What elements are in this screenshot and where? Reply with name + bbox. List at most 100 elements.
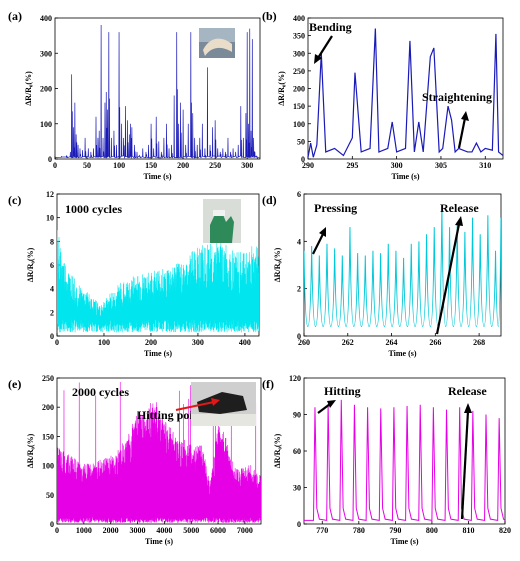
y-tick-label: 6	[297, 190, 301, 199]
x-tick-label: 100	[113, 161, 125, 170]
y-axis-label: ΔR/R₀(%)	[26, 247, 35, 282]
x-tick-label: 290	[302, 161, 314, 170]
x-tick-label: 780	[353, 526, 365, 535]
x-tick-label: 810	[462, 526, 474, 535]
annotation-cycles: 1000 cycles	[65, 202, 122, 216]
series-line	[57, 230, 259, 333]
panel-a: 0 50 100 150 200 250 300 0 100 200 300 400 Time (s) Δ…	[8, 9, 261, 181]
arrow	[317, 403, 331, 414]
x-tick-label: 200	[145, 338, 157, 347]
series-line	[55, 25, 260, 159]
y-tick-label: 0	[297, 520, 301, 529]
arrow-head	[461, 111, 469, 121]
x-tick-label: 770	[316, 526, 328, 535]
y-tick-label: 12	[46, 190, 54, 199]
arrow-head	[314, 54, 322, 64]
x-tick-label: 200	[177, 161, 189, 170]
inset-photo	[199, 28, 235, 58]
y-axis-label: ΔR/R₀(%)	[24, 71, 33, 106]
x-tick-label: 300	[192, 338, 204, 347]
y-tick-label: 0	[50, 520, 54, 529]
y-tick-label: 120	[289, 374, 301, 383]
y-tick-label: 0	[301, 155, 305, 164]
x-tick-label: 100	[98, 338, 110, 347]
panel-f: 770 780 790 800 810 820 0 30 60 90 120 Time (s) ΔR/R…	[262, 374, 511, 546]
arrow	[317, 35, 333, 59]
x-axis-label: Time (s)	[145, 537, 173, 546]
y-tick-label: 200	[40, 85, 52, 94]
series-line	[57, 382, 261, 523]
arrow-head	[319, 227, 326, 237]
x-tick-label: 820	[499, 526, 511, 535]
y-tick-label: 10	[46, 214, 54, 223]
panel-label: (c)	[8, 193, 21, 207]
x-axis-label: Time (s)	[388, 349, 416, 358]
annotation-pressing: Pressing	[314, 201, 357, 215]
annotation-release: Release	[448, 384, 487, 398]
arrow	[435, 223, 461, 335]
series-line	[304, 205, 501, 328]
y-axis-label: ΔR/R₀(%)	[26, 433, 35, 468]
y-tick-label: 400	[293, 14, 305, 23]
y-axis-label: ΔR/R₀(%)	[273, 247, 282, 282]
plot-frame	[56, 377, 262, 525]
x-tick-label: 310	[479, 161, 491, 170]
arrow-head	[455, 216, 463, 226]
y-tick-label: 90	[293, 411, 301, 420]
arrow-head	[327, 400, 336, 408]
x-axis-label: Time (s)	[391, 172, 419, 181]
y-tick-label: 100	[42, 462, 54, 471]
series-line	[304, 399, 505, 521]
y-tick-label: 100	[293, 120, 305, 129]
annotation-hitting: Hitting	[324, 384, 361, 398]
x-tick-label: 1000	[76, 526, 92, 535]
y-tick-label: 4	[297, 237, 301, 246]
panel-label: (e)	[8, 377, 21, 391]
y-tick-label: 400	[40, 14, 52, 23]
y-tick-label: 200	[293, 85, 305, 94]
arrow-head	[211, 398, 220, 406]
panel-label: (a)	[8, 9, 22, 23]
arrow	[460, 410, 470, 520]
y-tick-label: 150	[293, 102, 305, 111]
y-tick-label: 8	[50, 237, 54, 246]
panel-label: (d)	[262, 193, 277, 207]
x-tick-label: 0	[53, 161, 57, 170]
annotation-straightening: Straightening	[422, 90, 492, 104]
x-tick-label: 2000	[103, 526, 119, 535]
y-tick-label: 300	[40, 49, 52, 58]
y-tick-label: 6	[50, 261, 54, 270]
y-tick-label: 250	[42, 374, 54, 383]
y-tick-label: 0	[297, 332, 301, 341]
x-tick-label: 250	[209, 161, 221, 170]
y-tick-label: 350	[293, 32, 305, 41]
x-tick-label: 262	[342, 338, 354, 347]
arrow-head	[464, 403, 472, 413]
x-axis-label: Time (s)	[144, 349, 172, 358]
x-tick-label: 305	[435, 161, 447, 170]
y-tick-label: 0	[50, 332, 54, 341]
panel-label: (f)	[262, 377, 274, 391]
y-tick-label: 2	[50, 308, 54, 317]
y-tick-label: 50	[297, 137, 305, 146]
y-tick-label: 0	[48, 155, 52, 164]
y-tick-label: 50	[46, 491, 54, 500]
x-tick-label: 400	[239, 338, 251, 347]
x-tick-label: 300	[241, 161, 253, 170]
y-axis-label: ΔR/R₀(%)	[273, 433, 282, 468]
y-tick-label: 2	[297, 285, 301, 294]
panel-label: (b)	[262, 9, 277, 23]
x-tick-label: 800	[426, 526, 438, 535]
x-tick-label: 790	[389, 526, 401, 535]
y-tick-label: 30	[293, 484, 301, 493]
x-tick-label: 300	[391, 161, 403, 170]
x-tick-label: 150	[145, 161, 157, 170]
annotation-cycles: 2000 cycles	[72, 385, 129, 399]
y-axis-label: ΔR/R₀(%)	[277, 71, 286, 106]
panel-b: 290 295 300 305 310 0 50 100 150 200 250 300 350 400 T…	[262, 9, 504, 181]
arrow	[457, 117, 467, 149]
annotation-bending: Bending	[309, 20, 352, 34]
panel-d: 260 262 264 266 268 0 2 4 6 Time (s) ΔR/R₀(%) (d) Pr…	[262, 190, 502, 358]
panel-e: 0 1000 2000 3000 4000 5000 6000 7000 0 50 100 150 20…	[8, 374, 262, 546]
x-tick-label: 3000	[130, 526, 146, 535]
